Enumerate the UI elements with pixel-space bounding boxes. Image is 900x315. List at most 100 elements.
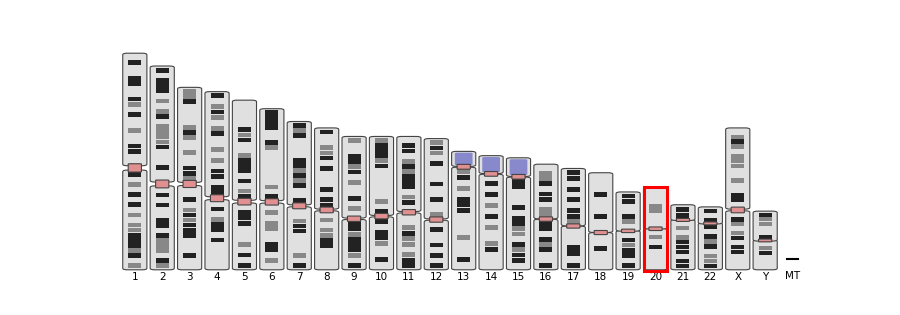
- Bar: [211, 126, 223, 130]
- Bar: [347, 138, 361, 143]
- FancyBboxPatch shape: [539, 217, 553, 221]
- Bar: [292, 169, 306, 173]
- FancyBboxPatch shape: [402, 209, 416, 215]
- Text: 2: 2: [159, 272, 166, 282]
- Bar: [649, 209, 662, 213]
- Bar: [539, 176, 553, 181]
- Bar: [567, 263, 580, 268]
- Bar: [732, 179, 744, 183]
- Bar: [457, 175, 470, 180]
- Bar: [402, 252, 416, 257]
- Bar: [375, 235, 388, 240]
- Bar: [211, 238, 223, 242]
- Bar: [156, 223, 168, 228]
- Bar: [266, 145, 278, 150]
- Bar: [732, 154, 744, 158]
- Bar: [539, 263, 553, 268]
- Bar: [211, 169, 223, 174]
- Bar: [402, 148, 416, 153]
- Bar: [184, 135, 196, 140]
- Bar: [484, 214, 498, 219]
- FancyBboxPatch shape: [616, 231, 640, 270]
- FancyBboxPatch shape: [266, 199, 278, 205]
- FancyBboxPatch shape: [753, 211, 778, 241]
- FancyBboxPatch shape: [731, 207, 744, 213]
- Text: 22: 22: [704, 272, 717, 282]
- Bar: [129, 253, 141, 258]
- Text: 8: 8: [323, 272, 330, 282]
- Bar: [732, 144, 744, 149]
- FancyBboxPatch shape: [397, 136, 421, 212]
- FancyBboxPatch shape: [452, 152, 476, 166]
- Text: 5: 5: [241, 272, 248, 282]
- Bar: [184, 253, 196, 258]
- Bar: [512, 205, 525, 210]
- Bar: [375, 138, 388, 143]
- Bar: [129, 81, 141, 86]
- Bar: [238, 138, 251, 142]
- Bar: [266, 120, 278, 125]
- FancyBboxPatch shape: [369, 217, 393, 270]
- FancyBboxPatch shape: [589, 232, 613, 270]
- Bar: [567, 170, 580, 175]
- Bar: [539, 226, 553, 231]
- Bar: [622, 263, 634, 268]
- Bar: [677, 240, 689, 244]
- FancyBboxPatch shape: [177, 186, 202, 270]
- Bar: [539, 171, 553, 176]
- Text: 20: 20: [649, 272, 662, 282]
- FancyBboxPatch shape: [150, 186, 175, 270]
- FancyBboxPatch shape: [698, 207, 723, 224]
- Bar: [129, 243, 141, 248]
- Bar: [539, 242, 553, 247]
- Bar: [238, 168, 251, 173]
- Bar: [238, 253, 251, 257]
- Bar: [759, 246, 771, 250]
- Bar: [402, 226, 416, 230]
- Bar: [211, 131, 223, 136]
- Bar: [238, 163, 251, 168]
- Text: Y: Y: [762, 272, 769, 282]
- Bar: [759, 217, 771, 221]
- Bar: [129, 263, 141, 268]
- FancyBboxPatch shape: [562, 226, 585, 270]
- Bar: [238, 133, 251, 137]
- Bar: [184, 130, 196, 135]
- Bar: [677, 207, 689, 212]
- Bar: [594, 192, 608, 197]
- Bar: [156, 129, 168, 134]
- Bar: [732, 245, 744, 249]
- Bar: [184, 94, 196, 99]
- FancyBboxPatch shape: [649, 227, 662, 231]
- Bar: [622, 214, 634, 219]
- Bar: [649, 204, 662, 208]
- Text: 11: 11: [402, 272, 416, 282]
- Bar: [211, 190, 223, 195]
- FancyBboxPatch shape: [507, 158, 531, 176]
- Bar: [238, 179, 251, 183]
- FancyBboxPatch shape: [507, 177, 531, 270]
- Bar: [704, 244, 716, 249]
- Bar: [430, 243, 443, 247]
- Text: 21: 21: [676, 272, 689, 282]
- Bar: [649, 244, 662, 249]
- Bar: [704, 254, 716, 258]
- Bar: [732, 217, 744, 221]
- FancyBboxPatch shape: [238, 198, 251, 205]
- Bar: [266, 111, 278, 115]
- Bar: [375, 241, 388, 246]
- FancyBboxPatch shape: [534, 219, 558, 270]
- Bar: [320, 166, 333, 171]
- Bar: [156, 193, 168, 198]
- Text: 10: 10: [375, 272, 388, 282]
- FancyBboxPatch shape: [232, 100, 256, 200]
- Bar: [184, 125, 196, 129]
- Bar: [129, 182, 141, 187]
- Bar: [732, 250, 744, 254]
- Bar: [156, 263, 168, 268]
- Bar: [484, 247, 498, 252]
- Bar: [430, 161, 443, 166]
- FancyBboxPatch shape: [287, 122, 311, 205]
- Bar: [211, 147, 223, 152]
- FancyBboxPatch shape: [315, 211, 338, 270]
